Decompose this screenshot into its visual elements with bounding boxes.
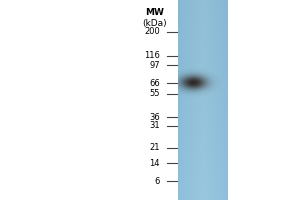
Text: 200: 200 (144, 27, 160, 36)
Text: 14: 14 (149, 158, 160, 168)
Text: MW: MW (146, 8, 164, 17)
Text: 97: 97 (149, 60, 160, 70)
Text: 55: 55 (149, 90, 160, 98)
Text: 66: 66 (149, 78, 160, 88)
Text: 21: 21 (149, 144, 160, 152)
Text: 6: 6 (154, 176, 160, 186)
Text: 116: 116 (144, 51, 160, 60)
Text: (kDa): (kDa) (143, 19, 167, 28)
Text: 36: 36 (149, 112, 160, 121)
Text: 31: 31 (149, 121, 160, 130)
